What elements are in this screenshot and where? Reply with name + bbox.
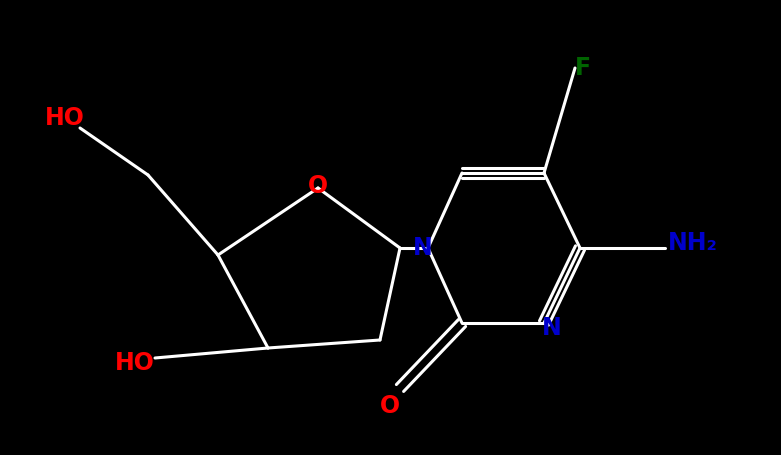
Text: N: N xyxy=(413,236,433,260)
Text: N: N xyxy=(542,316,562,340)
Text: O: O xyxy=(380,394,400,418)
Text: O: O xyxy=(308,174,328,198)
Text: HO: HO xyxy=(115,351,155,375)
Text: NH₂: NH₂ xyxy=(668,231,718,255)
Text: HO: HO xyxy=(45,106,85,130)
Text: F: F xyxy=(575,56,591,80)
